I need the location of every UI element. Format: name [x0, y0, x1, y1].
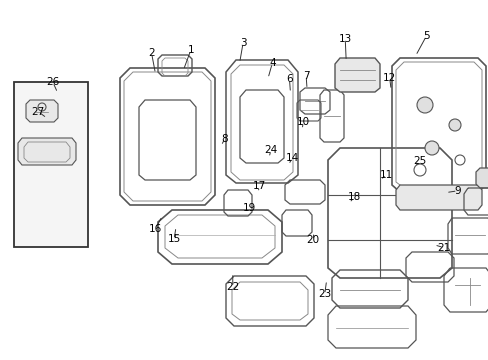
Circle shape — [424, 141, 438, 155]
Text: 27: 27 — [31, 107, 45, 117]
Text: 25: 25 — [412, 156, 426, 166]
Text: 21: 21 — [436, 243, 450, 253]
Text: 24: 24 — [264, 145, 277, 156]
Text: 17: 17 — [252, 181, 265, 192]
Polygon shape — [334, 58, 379, 92]
Text: 11: 11 — [379, 170, 392, 180]
Text: 12: 12 — [382, 73, 396, 84]
Text: 1: 1 — [187, 45, 194, 55]
Text: 15: 15 — [167, 234, 181, 244]
Polygon shape — [475, 168, 488, 188]
Text: 2: 2 — [148, 48, 155, 58]
Text: 9: 9 — [453, 186, 460, 196]
Text: 22: 22 — [225, 282, 239, 292]
Text: 10: 10 — [296, 117, 309, 127]
Text: 23: 23 — [317, 289, 331, 300]
Text: 19: 19 — [242, 203, 256, 213]
Text: 14: 14 — [285, 153, 299, 163]
Circle shape — [416, 97, 432, 113]
Text: 16: 16 — [148, 224, 162, 234]
Polygon shape — [395, 185, 481, 210]
Text: 3: 3 — [239, 38, 246, 48]
Text: 5: 5 — [422, 31, 429, 41]
Circle shape — [448, 119, 460, 131]
Text: 7: 7 — [302, 71, 309, 81]
Text: 20: 20 — [306, 235, 319, 246]
Text: 26: 26 — [46, 77, 60, 87]
Text: 8: 8 — [221, 134, 228, 144]
Polygon shape — [26, 100, 58, 122]
Bar — [14, 82, 88, 247]
Text: 6: 6 — [285, 74, 292, 84]
Text: 13: 13 — [338, 34, 351, 44]
Polygon shape — [18, 138, 76, 165]
Text: 4: 4 — [268, 58, 275, 68]
Text: 18: 18 — [346, 192, 360, 202]
